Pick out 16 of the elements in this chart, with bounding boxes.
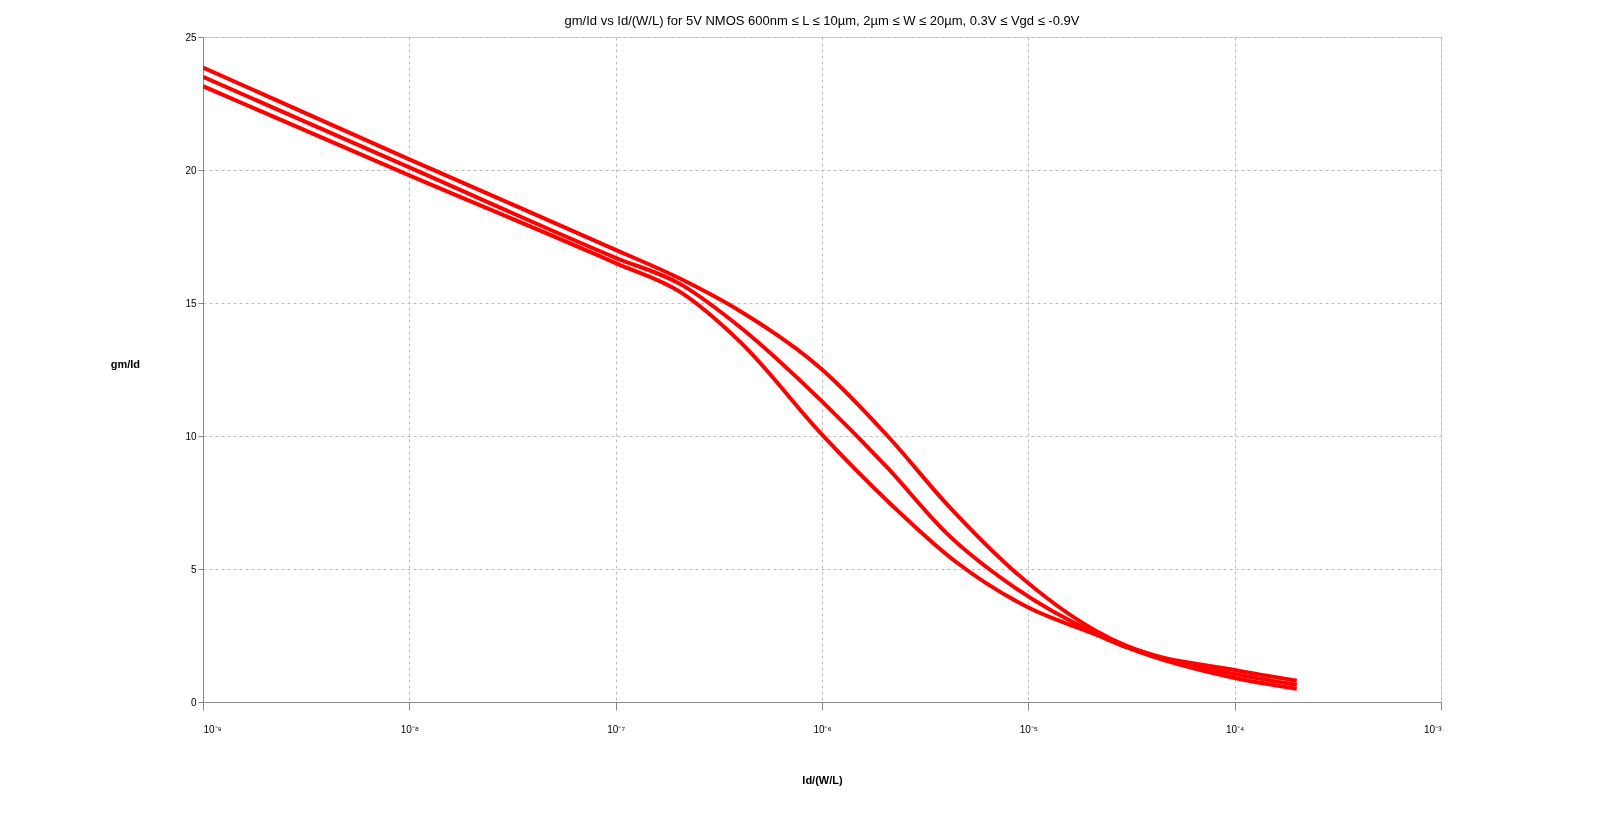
x-axis-title: Id/(W/L): [802, 773, 843, 786]
x-tick-label: 10⁻³: [1424, 723, 1443, 735]
x-tick-label: 10⁻⁶: [813, 723, 832, 735]
chart-title: gm/Id vs Id/(W/L) for 5V NMOS 600nm ≤ L ≤ 10µm, 2µm ≤ W ≤ 20µm, 0.3V ≤ Vgd ≤ -0.9V: [564, 13, 1080, 28]
x-tick-label: 10⁻⁴: [1225, 723, 1245, 735]
y-tick-label: 0: [190, 696, 197, 708]
y-tick-label: 10: [185, 430, 197, 442]
x-tick-label: 10⁻⁹: [203, 723, 222, 735]
y-tick-label: 5: [190, 563, 197, 575]
x-tick-label: 10⁻⁵: [1019, 723, 1038, 735]
y-tick-label: 20: [185, 164, 197, 176]
x-tick-label: 10⁻⁷: [607, 723, 626, 735]
y-axis-title: gm/Id: [110, 358, 141, 370]
y-tick-label: 25: [185, 31, 197, 43]
y-tick-label: 15: [185, 297, 197, 309]
x-tick-label: 10⁻⁸: [400, 723, 420, 735]
